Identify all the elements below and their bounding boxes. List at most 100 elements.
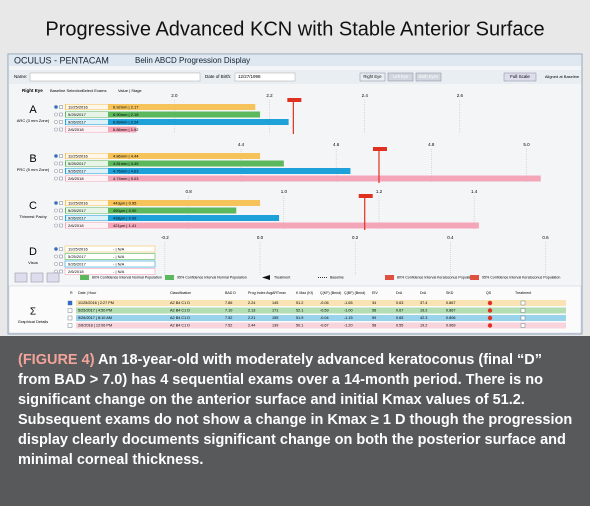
table-cell: 0.63 bbox=[396, 301, 403, 305]
bar bbox=[65, 119, 289, 125]
exam-checkbox[interactable] bbox=[59, 208, 63, 213]
table-cell: -1.65 bbox=[344, 301, 353, 305]
exam-date: 2/6/2018 bbox=[68, 176, 84, 181]
name-label: Name: bbox=[14, 74, 27, 79]
baseline-radio[interactable] bbox=[54, 176, 58, 181]
legend-text: Treatment bbox=[274, 275, 290, 279]
table-area bbox=[8, 285, 582, 334]
eye-button[interactable] bbox=[359, 72, 386, 82]
x-tick-label: 0.8 bbox=[186, 189, 193, 194]
exam-checkbox[interactable] bbox=[59, 169, 63, 173]
legend-swatch bbox=[385, 275, 394, 280]
table-header: R bbox=[70, 291, 73, 295]
table-cell: 0.55 bbox=[396, 324, 403, 328]
baseline-radio[interactable] bbox=[54, 120, 58, 124]
panel-letter: A bbox=[29, 104, 37, 116]
exam-checkbox[interactable] bbox=[59, 262, 63, 266]
exam-checkbox[interactable] bbox=[59, 112, 63, 117]
exam-checkbox[interactable] bbox=[59, 161, 63, 166]
zoom-button[interactable] bbox=[30, 272, 44, 283]
bar bbox=[65, 175, 541, 182]
table-cell: 155 bbox=[272, 316, 278, 320]
baseline-radio[interactable] bbox=[54, 105, 58, 109]
exam-checkbox[interactable] bbox=[59, 247, 63, 251]
exam-checkbox[interactable] bbox=[59, 154, 63, 158]
zoom-button[interactable] bbox=[46, 272, 60, 283]
exam-date: 11/25/2016 bbox=[68, 153, 88, 158]
table-header: Treatment bbox=[515, 291, 531, 295]
figure-title: Progressive Advanced KCN with Stable Ant… bbox=[45, 18, 544, 40]
exam-checkbox[interactable] bbox=[59, 254, 63, 259]
baseline-radio[interactable] bbox=[54, 127, 58, 132]
baseline-radio[interactable] bbox=[54, 254, 58, 259]
scale[interactable]: Full Scale bbox=[510, 74, 530, 79]
baseline-radio[interactable] bbox=[54, 161, 58, 166]
eye-label: Right Eye bbox=[22, 88, 43, 93]
select-label: Select Exams bbox=[82, 88, 106, 93]
exam-checkbox[interactable] bbox=[59, 216, 63, 220]
table-cell: 7.52 bbox=[225, 324, 232, 328]
legend-text: 95% Confidence Interval Normal Populatio… bbox=[177, 275, 247, 279]
date-cell bbox=[66, 200, 108, 206]
value-label: 450µm | 0.90 bbox=[113, 208, 137, 213]
scale-button[interactable] bbox=[503, 72, 537, 82]
baseline-radio[interactable] bbox=[54, 169, 58, 173]
exam-checkbox[interactable] bbox=[59, 176, 63, 181]
baseline-radio[interactable] bbox=[54, 154, 58, 158]
table-cell: 2.44 bbox=[248, 324, 255, 328]
aligned: Aligned at Baseline bbox=[545, 74, 580, 79]
legend-swatch bbox=[470, 275, 479, 280]
row-select[interactable] bbox=[67, 300, 73, 306]
baseline-radio[interactable] bbox=[54, 247, 58, 251]
table-cell: 0.67 bbox=[396, 309, 403, 313]
baseline-radio[interactable] bbox=[54, 223, 58, 228]
row-select[interactable] bbox=[67, 308, 73, 313]
table-cell: 7.52 bbox=[225, 316, 232, 320]
table-cell: A2 B4 C1 D bbox=[170, 309, 190, 313]
bar bbox=[65, 215, 280, 221]
eye-button[interactable] bbox=[415, 72, 442, 82]
nav-button[interactable] bbox=[14, 272, 28, 283]
eye-option[interactable]: Both Eyes bbox=[419, 74, 438, 79]
panel-letter: B bbox=[29, 153, 36, 165]
value-label: - | N/A bbox=[113, 261, 125, 266]
baseline-radio[interactable] bbox=[54, 208, 58, 213]
exam-checkbox[interactable] bbox=[59, 201, 63, 205]
baseline-radio[interactable] bbox=[54, 112, 58, 117]
treatment-checkbox[interactable] bbox=[520, 308, 526, 313]
table-cell: 51.9 bbox=[296, 316, 303, 320]
exam-checkbox[interactable] bbox=[59, 127, 63, 132]
row-select[interactable] bbox=[67, 323, 73, 328]
table-row bbox=[76, 307, 566, 314]
baseline-radio[interactable] bbox=[54, 201, 58, 205]
baseline-radio[interactable] bbox=[54, 262, 58, 266]
exam-checkbox[interactable] bbox=[59, 120, 63, 124]
x-tick-label: 0.2 bbox=[352, 235, 359, 240]
eye-option[interactable]: Left Eye bbox=[393, 74, 409, 79]
legend-text: 80% Confidence Interval Keratoconus Popu… bbox=[397, 275, 475, 279]
date-cell bbox=[66, 176, 108, 181]
eye-button[interactable] bbox=[387, 72, 414, 82]
baseline-radio[interactable] bbox=[54, 216, 58, 220]
eye-option[interactable]: Right Eye bbox=[363, 74, 382, 79]
treatment-checkbox[interactable] bbox=[520, 300, 526, 306]
exam-checkbox[interactable] bbox=[59, 223, 63, 228]
date-cell bbox=[66, 269, 108, 274]
value-label: 6.90mm | 2.18 bbox=[113, 112, 139, 117]
treatment-checkbox[interactable] bbox=[520, 315, 526, 321]
figure: Progressive Advanced KCN with Stable Ant… bbox=[7, 18, 583, 335]
exam-date: 11/25/2016 bbox=[68, 104, 88, 109]
table-cell: -1.00 bbox=[344, 309, 353, 313]
treatment-checkbox[interactable] bbox=[520, 323, 526, 328]
legend-arrow bbox=[262, 275, 270, 280]
exam-date: 5/25/2017 bbox=[68, 254, 87, 259]
row-select[interactable] bbox=[67, 315, 73, 321]
value-label: - | N/A bbox=[113, 269, 125, 274]
baseline-radio[interactable] bbox=[54, 269, 58, 274]
table-cell: -1.20 bbox=[344, 324, 353, 328]
table-header: EIV bbox=[372, 291, 378, 295]
confidence-flag bbox=[287, 98, 302, 102]
exam-checkbox[interactable] bbox=[59, 269, 63, 274]
exam-checkbox[interactable] bbox=[59, 105, 63, 109]
figure-label: (FIGURE 4) bbox=[18, 352, 95, 368]
